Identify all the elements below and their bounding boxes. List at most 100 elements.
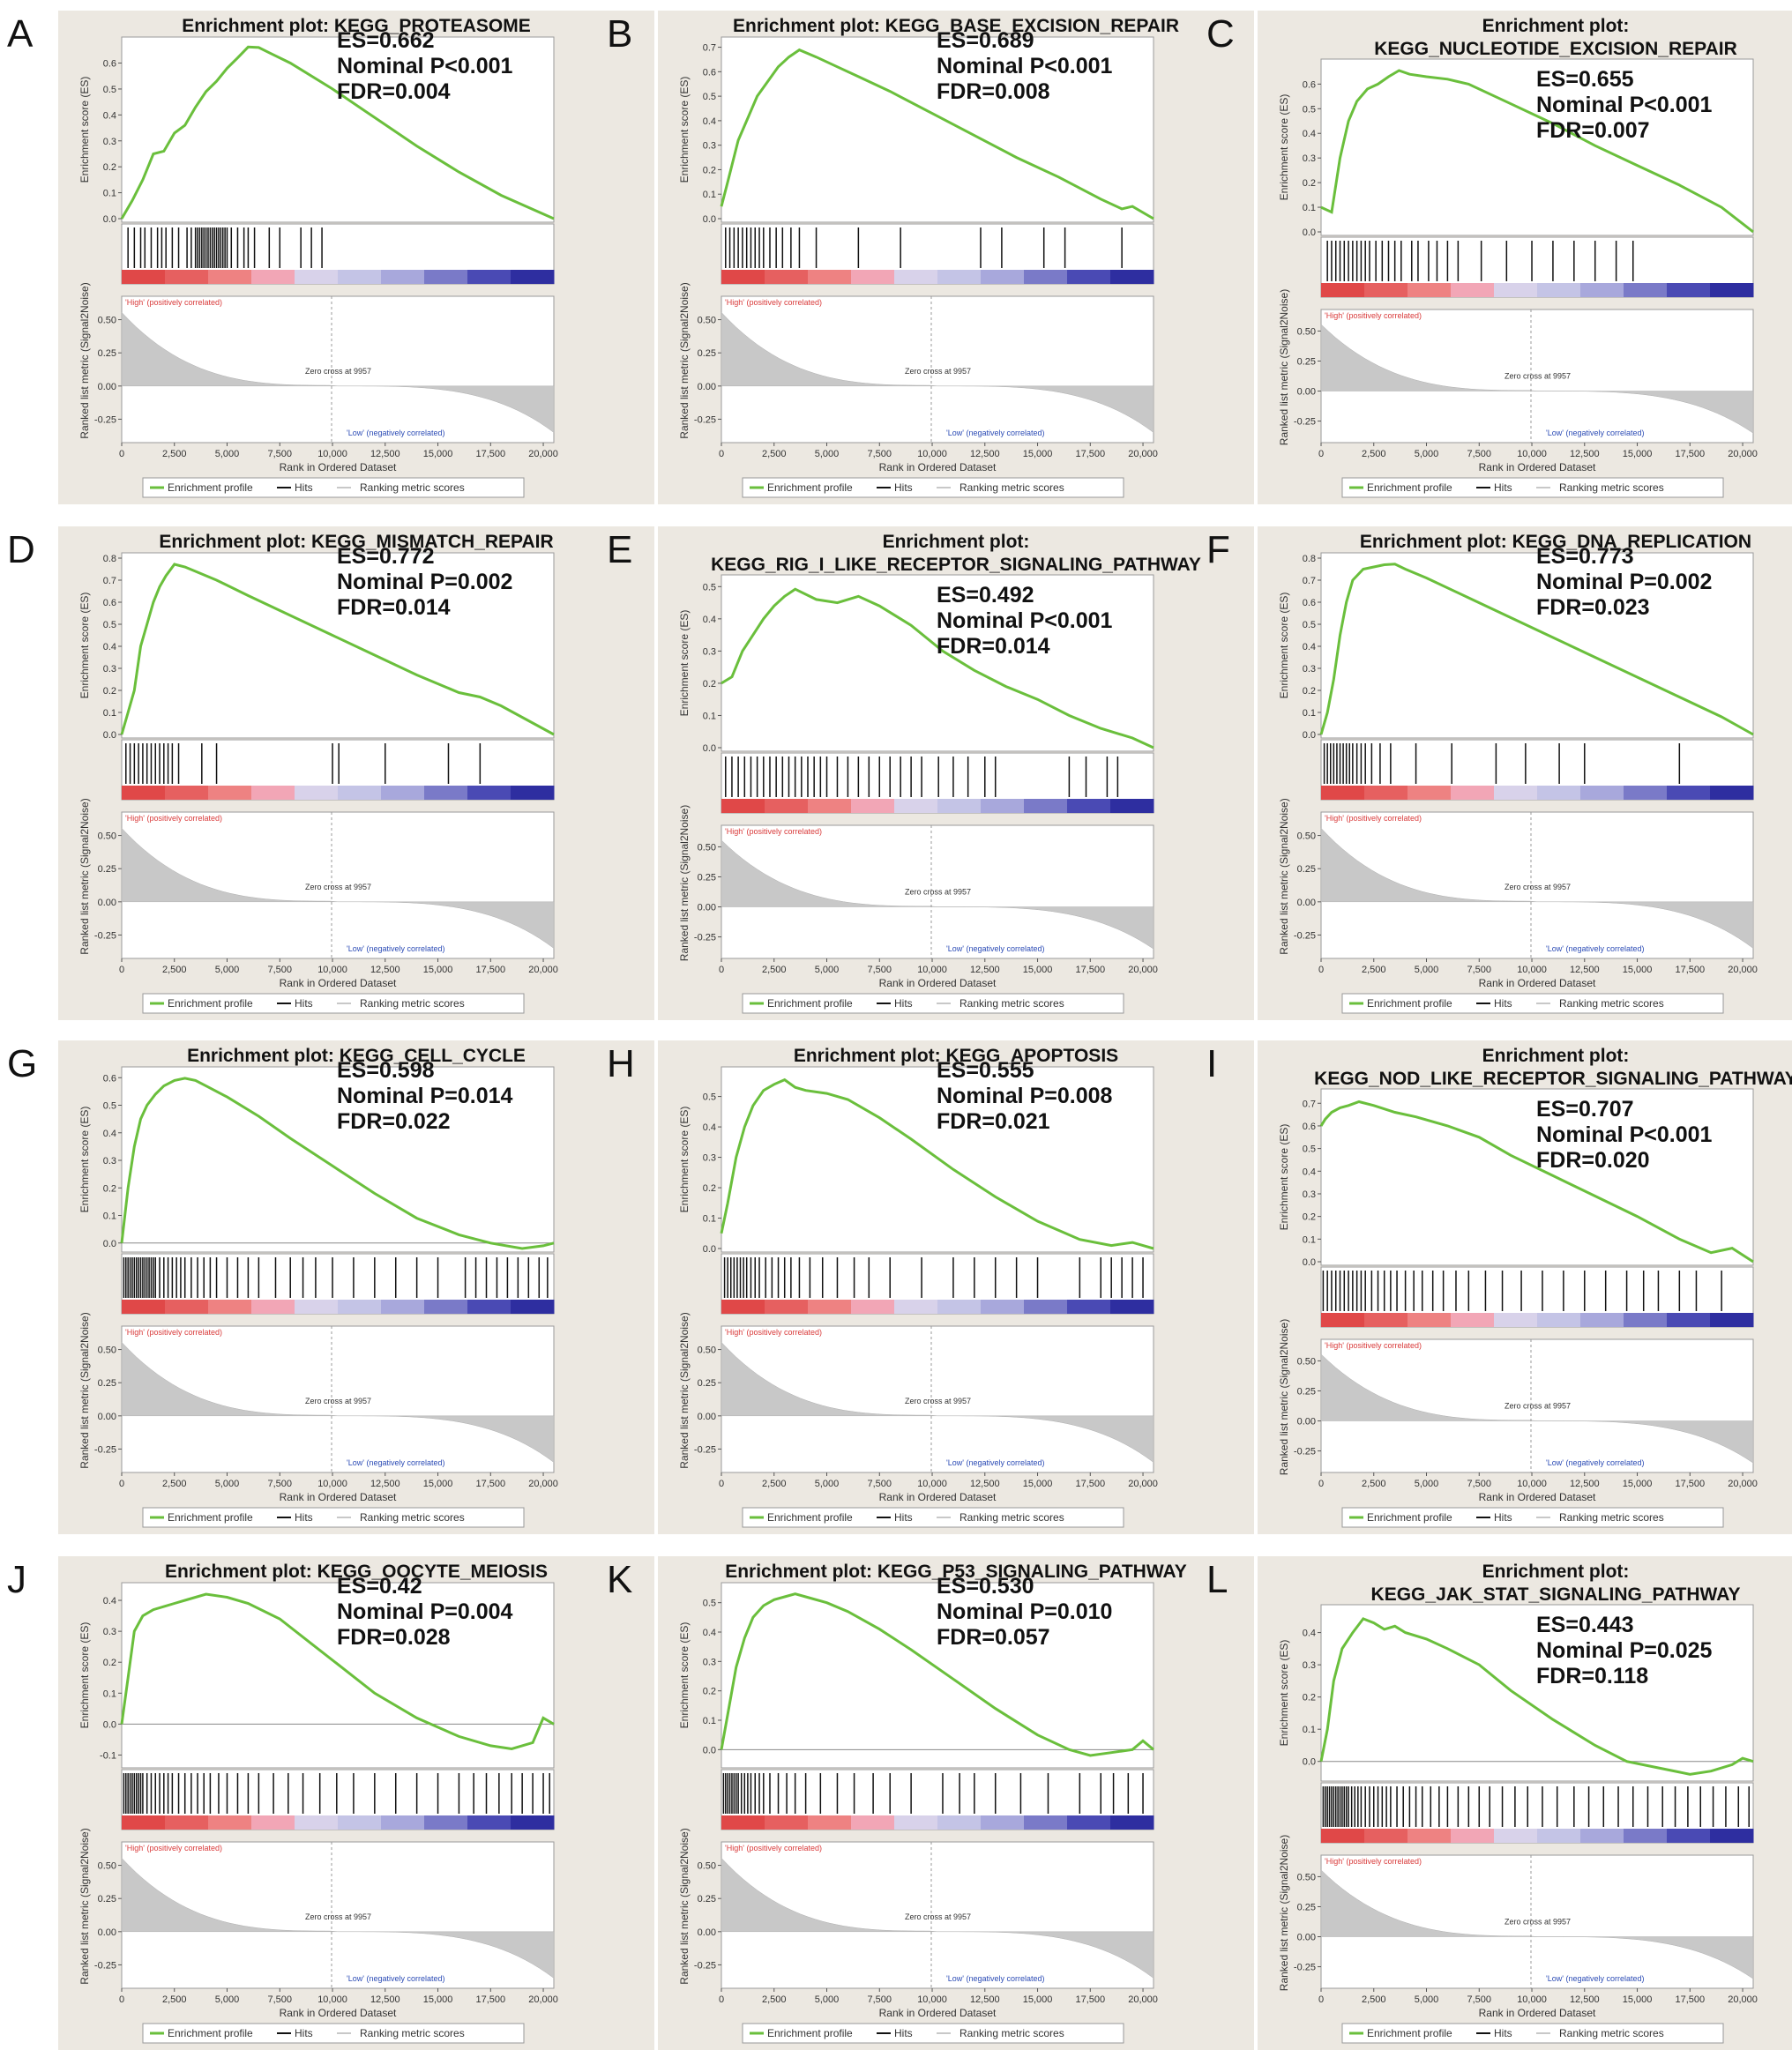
x-tick-label: 20,000 — [1728, 1479, 1758, 1489]
x-tick-label: 15,000 — [423, 965, 453, 975]
legend-hits-label: Hits — [1494, 2027, 1512, 2039]
rank-tick-label: -0.25 — [94, 1444, 116, 1455]
correlation-bar-segment — [981, 270, 1025, 284]
plot-title: Enrichment plot: KEGG_CELL_CYCLE — [187, 1046, 526, 1066]
gsea-panel-c: Enrichment plot: KEGG_NUCLEOTIDE_EXCISION… — [1258, 11, 1792, 504]
x-tick-label: 12,500 — [970, 965, 1000, 975]
es-tick-label: 0.0 — [103, 730, 116, 741]
panel-letter: I — [1206, 1042, 1218, 1085]
es-axis-label: Enrichment score (ES) — [78, 77, 91, 183]
rank-axis-label: Ranked list metric (Signal2Noise) — [78, 1312, 91, 1468]
correlation-bar-segment — [338, 1300, 382, 1314]
x-tick-label: 5,000 — [1415, 1479, 1439, 1489]
es-tick-label: 0.4 — [703, 1122, 716, 1133]
x-tick-label: 7,500 — [1467, 449, 1492, 459]
plot-title: Enrichment plot: — [1482, 16, 1630, 36]
es-tick-label: 0.2 — [1303, 1212, 1316, 1223]
correlation-bar-segment — [208, 270, 252, 284]
high-label: 'High' (positively correlated) — [725, 1328, 822, 1337]
zero-cross-label: Zero cross at 9957 — [1505, 1402, 1571, 1411]
correlation-bar-segment — [295, 1815, 339, 1830]
rank-axis-label: Ranked list metric (Signal2Noise) — [78, 282, 91, 438]
es-tick-label: 0.3 — [103, 137, 116, 147]
stat-text: ES=0.655 — [1536, 67, 1634, 92]
correlation-bar-segment — [208, 786, 252, 800]
es-tick-label: 0.5 — [1303, 1144, 1316, 1155]
gsea-panel-d: Enrichment plot: KEGG_MISMATCH_REPAIR 0.8… — [58, 526, 654, 1020]
es-tick-label: 0.4 — [103, 1596, 116, 1606]
es-tick-label: 0.3 — [103, 664, 116, 675]
es-tick-label: 0.7 — [103, 576, 116, 586]
stat-text: ES=0.772 — [337, 544, 435, 569]
gsea-panel-b: Enrichment plot: KEGG_BASE_EXCISION_REPA… — [658, 11, 1254, 504]
x-tick-label: 15,000 — [1023, 1994, 1053, 2005]
enrichment-profile-line — [720, 1077, 1154, 1250]
es-tick-label: 0.2 — [1303, 1693, 1316, 1703]
x-axis-label: Rank in Ordered Dataset — [280, 977, 397, 989]
zero-cross-label: Zero cross at 9957 — [1505, 372, 1571, 381]
legend-enrichment-label: Enrichment profile — [767, 481, 853, 494]
correlation-bar-segment — [467, 1300, 511, 1314]
x-tick-label: 17,500 — [475, 965, 505, 975]
x-axis-label: Rank in Ordered Dataset — [280, 461, 397, 473]
gsea-panel-k: Enrichment plot: KEGG_P53_SIGNALING_PATH… — [658, 1556, 1254, 2050]
es-tick-label: 0.2 — [103, 162, 116, 173]
correlation-bar-segment — [1024, 1300, 1068, 1314]
high-label: 'High' (positively correlated) — [1325, 1341, 1422, 1350]
correlation-bar-segment — [1407, 1313, 1452, 1327]
es-tick-label: 0.6 — [103, 598, 116, 608]
enrichment-profile-line — [720, 1592, 1154, 1757]
es-tick-label: 0.0 — [1303, 730, 1316, 741]
low-label: 'Low' (negatively correlated) — [946, 944, 1045, 953]
x-tick-label: 0 — [719, 449, 724, 459]
correlation-bar-segment — [1024, 1815, 1068, 1830]
es-tick-label: 0.7 — [703, 43, 716, 54]
panel-letter: B — [607, 12, 633, 56]
legend-hits-label: Hits — [894, 997, 913, 1010]
correlation-bar-segment — [721, 1815, 765, 1830]
gsea-panel-e: Enrichment plot: KEGG_RIG_I_LIKE_RECEPTOR… — [658, 526, 1254, 1020]
stat-text: FDR=0.023 — [1536, 595, 1650, 620]
panel-letter: K — [607, 1558, 633, 1601]
x-tick-label: 12,500 — [1570, 1994, 1600, 2005]
es-axis-label: Enrichment score (ES) — [678, 77, 691, 183]
rank-tick-label: 0.00 — [1297, 387, 1316, 398]
correlation-bar-segment — [1067, 799, 1111, 813]
stat-text: FDR=0.014 — [337, 595, 451, 620]
low-label: 'Low' (negatively correlated) — [347, 429, 445, 437]
rank-tick-label: -0.25 — [94, 414, 116, 425]
x-tick-label: 2,500 — [762, 965, 787, 975]
es-tick-label: 0.5 — [1303, 620, 1316, 630]
x-tick-label: 20,000 — [528, 1479, 558, 1489]
x-tick-label: 0 — [119, 965, 124, 975]
es-tick-label: 0.2 — [703, 1687, 716, 1697]
es-tick-label: 0.3 — [703, 1153, 716, 1164]
x-tick-label: 0 — [1318, 1994, 1324, 2005]
stat-text: Nominal P<0.001 — [1536, 93, 1712, 117]
zero-cross-label: Zero cross at 9957 — [905, 1397, 971, 1405]
es-tick-label: 0.2 — [103, 686, 116, 697]
correlation-bar-segment — [511, 1300, 555, 1314]
high-label: 'High' (positively correlated) — [725, 827, 822, 836]
correlation-bar-segment — [1321, 1829, 1365, 1843]
x-axis-label: Rank in Ordered Dataset — [280, 2007, 397, 2019]
correlation-bar-segment — [1364, 283, 1408, 297]
plot-title: KEGG_RIG_I_LIKE_RECEPTOR_SIGNALING_PATHW… — [711, 555, 1201, 575]
es-tick-label: 0.3 — [1303, 153, 1316, 164]
rank-tick-label: -0.25 — [1294, 930, 1316, 941]
x-tick-label: 10,000 — [1517, 1994, 1547, 2005]
es-axis-label: Enrichment score (ES) — [678, 610, 691, 717]
stat-text: Nominal P=0.008 — [937, 1084, 1112, 1108]
legend-hits-label: Hits — [894, 481, 913, 494]
x-tick-label: 12,500 — [370, 965, 400, 975]
es-plot-area — [121, 1582, 555, 1769]
rank-tick-label: 0.25 — [1297, 864, 1316, 875]
x-tick-label: 20,000 — [1128, 1479, 1158, 1489]
low-label: 'Low' (negatively correlated) — [946, 1974, 1045, 1983]
correlation-bar-segment — [295, 786, 339, 800]
plot-title: Enrichment plot: KEGG_MISMATCH_REPAIR — [159, 532, 553, 552]
plot-title: Enrichment plot: KEGG_PROTEASOME — [182, 16, 531, 36]
correlation-bar-segment — [381, 1815, 425, 1830]
x-tick-label: 7,500 — [268, 965, 293, 975]
panel-letter: E — [607, 528, 633, 571]
